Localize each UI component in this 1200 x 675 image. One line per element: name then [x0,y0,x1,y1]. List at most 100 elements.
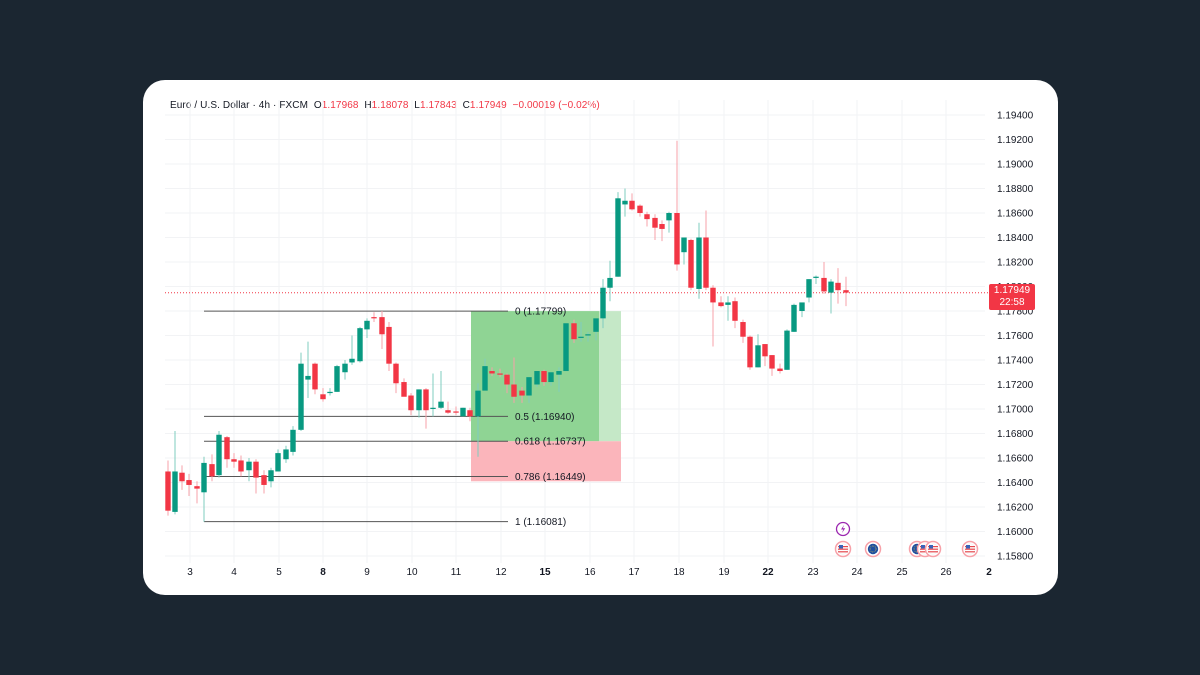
candle-up [349,358,355,363]
low-value: 1.17843 [419,100,457,111]
candle-down [732,301,738,321]
time-axis-label: 4 [231,567,237,578]
time-axis-label: 16 [584,567,596,578]
candle-up [201,462,207,493]
candle-down [710,287,716,303]
candle-down [762,344,768,357]
symbol-name[interactable]: Euro / U.S. Dollar [170,100,250,111]
fib-label-0: 0 (1.17799) [515,307,566,318]
candle-down [659,224,665,229]
candle-up [327,391,333,394]
price-axis-label: 1.19200 [997,135,1034,146]
price-axis-label: 1.16200 [997,503,1034,514]
candle-down [769,355,775,369]
high-value: 1.18078 [371,100,409,111]
price-axis-label: 1.17400 [997,356,1034,367]
data-source: FXCM [279,100,309,111]
candle-up [438,401,444,408]
us-stripe [965,551,975,553]
candle-down [519,390,525,396]
time-axis-label: 17 [628,567,640,578]
candle-up [526,377,532,396]
candle-down [408,395,414,411]
candle-down [637,205,643,213]
candle-down [194,486,200,489]
price-axis-label: 1.15800 [997,552,1034,563]
candle-down [629,200,635,210]
time-axis-label: 10 [406,567,418,578]
us-canton [929,545,933,549]
candle-up [622,200,628,205]
chart-card: Euro / U.S. Dollar · 4h · FXCM O1.17968 … [143,80,1058,595]
candle-up [755,345,761,368]
candle-down [393,363,399,384]
time-axis-label: 12 [495,567,507,578]
candle-down [718,302,724,307]
time-axis-label: 9 [364,567,370,578]
time-axis-label: 19 [718,567,730,578]
candle-down [371,317,377,319]
us-stripe [965,548,975,550]
price-axis-label: 1.19400 [997,111,1034,122]
candle-up [828,281,834,293]
candle-down [224,437,230,460]
us-stripe [920,551,930,553]
candle-up [607,277,613,288]
price-axis-label: 1.17000 [997,405,1034,416]
price-axis-label: 1.16400 [997,478,1034,489]
us-stripe [928,548,938,550]
time-axis-label: 25 [896,567,908,578]
eu-flag-icon [867,543,879,555]
candle-up [600,287,606,319]
price-axis-label: 1.17200 [997,380,1034,391]
candle-up [298,363,304,430]
fib-label-0.5: 0.5 (1.16940) [515,412,575,423]
time-axis-label: 22 [762,567,774,578]
symbol-legend: Euro / U.S. Dollar · 4h · FXCM O1.17968 … [170,100,600,111]
candle-down [821,277,827,292]
candle-down [703,237,709,288]
time-axis-label: 2 [986,567,992,578]
time-axis-label: 23 [807,567,819,578]
candle-down [740,322,746,337]
candle-up [813,276,819,278]
candle-up [725,302,731,305]
candle-up [216,434,222,476]
candle-down [571,323,577,340]
us-stripe [838,551,848,553]
candle-up [290,429,296,452]
time-axis-label: 5 [276,567,282,578]
loss-zone [471,441,621,482]
price-axis-label: 1.16000 [997,527,1034,538]
current-price: 1.17949 [993,285,1031,296]
candle-down [652,217,658,228]
candle-up [305,375,311,380]
price-axis-label: 1.16600 [997,454,1034,465]
time-axis-label: 15 [539,567,551,578]
time-axis-label: 26 [940,567,952,578]
candle-down [423,389,429,411]
candle-up [799,302,805,311]
candle-down [504,374,510,385]
candle-down [489,371,495,374]
candle-down [179,472,185,482]
candle-up [357,328,363,362]
candle-up [791,304,797,332]
candle-up [696,237,702,289]
candle-up [268,470,274,482]
close-value: 1.17949 [469,100,507,111]
candle-down [320,394,326,400]
interval[interactable]: 4h [258,100,271,111]
candle-down [835,282,841,291]
fib-label-1: 1 (1.16081) [515,517,566,528]
candlestick-chart[interactable]: 0 (1.17799) 0.5 (1.16940) 0.618 (1.16737) 0… [143,80,1058,595]
time-axis-label: 24 [851,567,863,578]
candle-down [238,460,244,472]
candle-down [386,326,392,364]
candle-down [253,461,259,478]
candle-up [563,323,569,372]
fib-label-0.786: 0.786 (1.16449) [515,472,586,483]
price-axis-label: 1.18200 [997,258,1034,269]
change-value: −0.00019 (−0.02%) [512,100,600,111]
bar-countdown: 22:58 [999,297,1025,308]
